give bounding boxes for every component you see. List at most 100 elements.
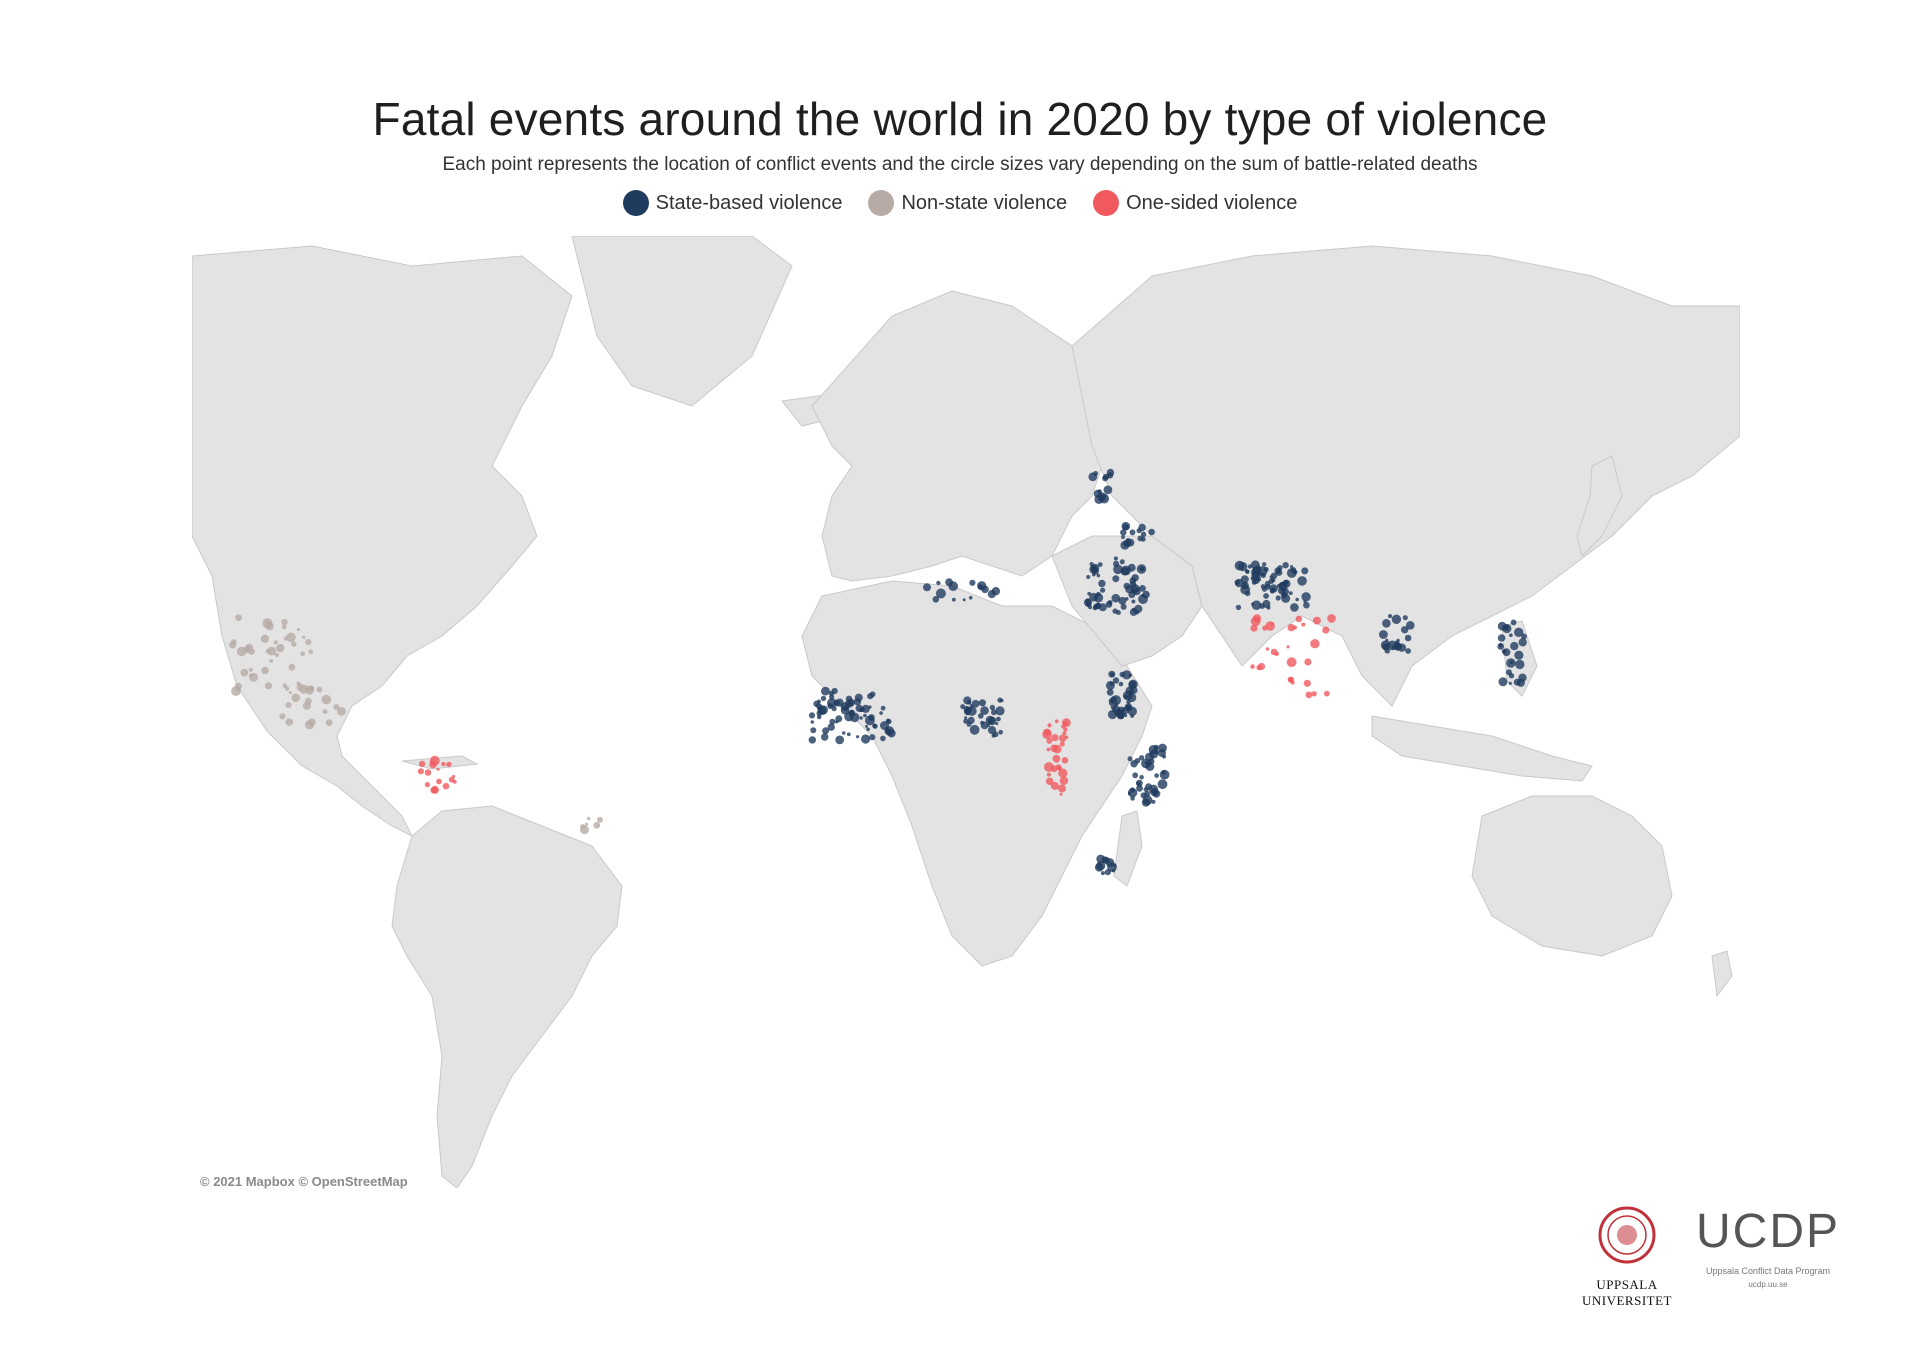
- event-point[interactable]: [1062, 718, 1071, 727]
- event-point[interactable]: [1063, 727, 1068, 732]
- event-point[interactable]: [1382, 619, 1391, 628]
- event-point[interactable]: [1385, 638, 1389, 642]
- event-point[interactable]: [1127, 563, 1136, 572]
- event-point[interactable]: [1107, 862, 1117, 872]
- event-point[interactable]: [325, 719, 333, 726]
- event-point[interactable]: [296, 683, 304, 691]
- event-point[interactable]: [869, 691, 876, 698]
- event-point[interactable]: [424, 769, 432, 776]
- event-point[interactable]: [989, 704, 996, 711]
- event-point[interactable]: [1137, 535, 1144, 542]
- event-point[interactable]: [879, 711, 883, 715]
- event-point[interactable]: [865, 724, 868, 728]
- event-point[interactable]: [1123, 539, 1132, 548]
- event-point[interactable]: [1240, 584, 1251, 595]
- event-point[interactable]: [1106, 468, 1115, 477]
- legend-item-state[interactable]: State-based violence: [622, 190, 842, 216]
- event-point[interactable]: [1046, 772, 1051, 777]
- event-point[interactable]: [1061, 757, 1069, 764]
- event-point[interactable]: [964, 716, 968, 720]
- event-point[interactable]: [948, 581, 958, 591]
- event-point[interactable]: [448, 776, 455, 783]
- event-point[interactable]: [1093, 603, 1100, 610]
- event-point[interactable]: [282, 683, 288, 688]
- event-point[interactable]: [1144, 761, 1149, 765]
- event-point[interactable]: [1518, 673, 1527, 682]
- event-point[interactable]: [322, 709, 328, 714]
- event-point[interactable]: [1148, 745, 1158, 755]
- event-point[interactable]: [1509, 633, 1513, 637]
- event-point[interactable]: [1270, 622, 1275, 626]
- event-point[interactable]: [808, 712, 816, 719]
- event-point[interactable]: [1143, 787, 1149, 792]
- event-point[interactable]: [1085, 601, 1091, 608]
- event-point[interactable]: [1288, 591, 1293, 596]
- event-point[interactable]: [1394, 640, 1400, 646]
- event-point[interactable]: [285, 718, 293, 726]
- event-point[interactable]: [861, 734, 871, 744]
- map-attribution[interactable]: © 2021 Mapbox © OpenStreetMap: [200, 1174, 408, 1189]
- event-point[interactable]: [963, 718, 969, 724]
- event-point[interactable]: [816, 714, 822, 720]
- event-point[interactable]: [229, 641, 237, 649]
- event-point[interactable]: [1257, 662, 1266, 671]
- event-point[interactable]: [1497, 643, 1504, 650]
- event-point[interactable]: [991, 709, 997, 716]
- event-point[interactable]: [1265, 584, 1271, 590]
- event-point[interactable]: [1131, 607, 1136, 612]
- event-point[interactable]: [1404, 634, 1412, 642]
- event-point[interactable]: [1282, 562, 1289, 569]
- event-point[interactable]: [1042, 729, 1052, 739]
- event-point[interactable]: [1262, 562, 1267, 567]
- event-point[interactable]: [1050, 781, 1059, 790]
- event-point[interactable]: [337, 707, 346, 716]
- event-point[interactable]: [302, 635, 306, 639]
- event-point[interactable]: [260, 634, 270, 643]
- event-point[interactable]: [1260, 572, 1267, 578]
- event-point[interactable]: [436, 767, 440, 771]
- event-point[interactable]: [281, 624, 287, 630]
- event-point[interactable]: [1118, 681, 1124, 687]
- event-point[interactable]: [1275, 569, 1283, 576]
- event-point[interactable]: [296, 627, 300, 632]
- event-point[interactable]: [968, 595, 973, 600]
- event-point[interactable]: [1139, 566, 1145, 572]
- event-point[interactable]: [286, 632, 296, 643]
- event-point[interactable]: [1312, 616, 1321, 625]
- event-point[interactable]: [436, 778, 442, 785]
- event-point[interactable]: [1110, 672, 1115, 677]
- event-point[interactable]: [936, 580, 941, 586]
- event-point[interactable]: [971, 699, 980, 708]
- event-point[interactable]: [1397, 643, 1407, 652]
- event-point[interactable]: [285, 702, 292, 709]
- event-point[interactable]: [1118, 596, 1127, 605]
- event-point[interactable]: [977, 581, 987, 591]
- event-point[interactable]: [1119, 559, 1125, 565]
- uppsala-universitet-logo[interactable]: UPPSALA UNIVERSITET: [1572, 1206, 1682, 1309]
- event-point[interactable]: [274, 652, 279, 658]
- event-point[interactable]: [1388, 614, 1393, 619]
- event-point[interactable]: [866, 727, 870, 732]
- event-point[interactable]: [424, 782, 430, 788]
- event-point[interactable]: [810, 727, 817, 734]
- event-point[interactable]: [848, 709, 856, 717]
- event-point[interactable]: [1138, 594, 1148, 605]
- event-point[interactable]: [269, 659, 274, 663]
- event-point[interactable]: [1251, 602, 1255, 606]
- event-point[interactable]: [840, 705, 850, 715]
- event-point[interactable]: [1234, 579, 1240, 585]
- event-point[interactable]: [1121, 535, 1125, 539]
- event-point[interactable]: [1105, 601, 1113, 608]
- event-point[interactable]: [446, 761, 452, 768]
- event-point[interactable]: [1120, 529, 1127, 536]
- event-point[interactable]: [1518, 638, 1527, 647]
- event-point[interactable]: [1127, 791, 1132, 796]
- legend-item-nonstate[interactable]: Non-state violence: [868, 190, 1067, 216]
- event-point[interactable]: [841, 731, 846, 735]
- event-point[interactable]: [441, 761, 446, 767]
- event-point[interactable]: [584, 822, 589, 826]
- event-point[interactable]: [1129, 529, 1136, 536]
- event-point[interactable]: [1122, 524, 1129, 531]
- event-point[interactable]: [281, 618, 288, 626]
- event-point[interactable]: [856, 735, 860, 739]
